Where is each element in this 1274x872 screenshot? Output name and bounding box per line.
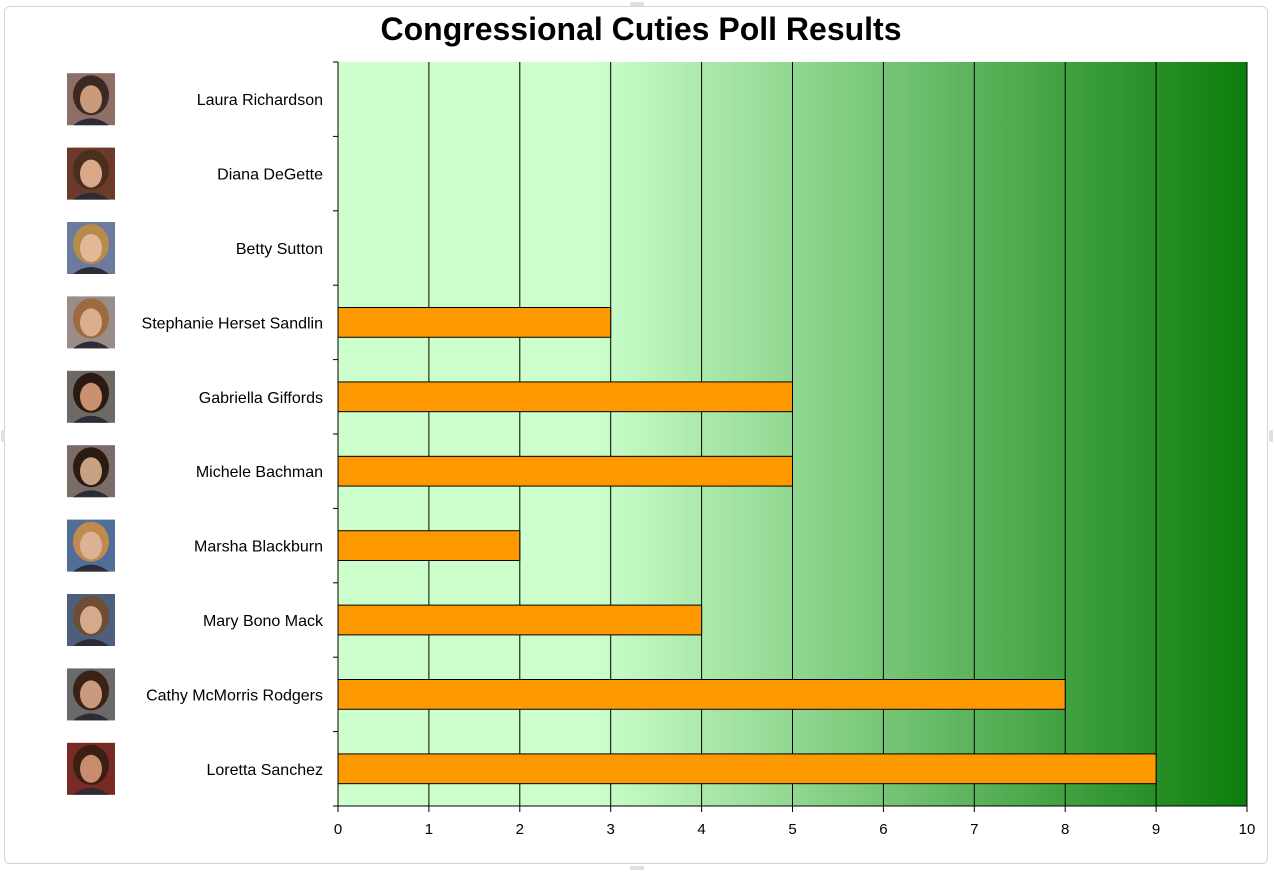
bar <box>337 530 521 561</box>
x-tick-label: 1 <box>425 821 433 838</box>
category-label: Mary Bono Mack <box>203 613 324 630</box>
portrait-photo <box>67 73 115 126</box>
bar <box>337 604 703 636</box>
category-label: Laura Richardson <box>197 92 323 109</box>
x-tick-label: 0 <box>334 821 342 838</box>
category-label: Loretta Sanchez <box>206 762 323 779</box>
x-tick-label: 2 <box>516 821 524 838</box>
x-tick-label: 8 <box>1061 821 1069 838</box>
x-tick-label: 3 <box>607 821 615 838</box>
axes <box>333 61 1248 812</box>
x-tick-label: 7 <box>970 821 978 838</box>
category-label: Gabriella Giffords <box>199 390 323 407</box>
x-tick-label: 9 <box>1152 821 1160 838</box>
tick-labels: 0 1 2 3 4 5 6 7 8 9 10 <box>334 821 1256 838</box>
portrait-photo <box>67 147 115 200</box>
bar <box>337 753 1157 785</box>
resize-handle-top[interactable] <box>630 2 644 6</box>
x-tick-label: 6 <box>879 821 887 838</box>
category-label: Marsha Blackburn <box>194 539 323 556</box>
category-label: Stephanie Herset Sandlin <box>142 315 323 332</box>
portrait-photo <box>67 296 115 349</box>
bar <box>337 381 793 413</box>
resize-handle-right[interactable] <box>1269 430 1273 442</box>
portrait-photo <box>67 668 115 721</box>
chart-title: Congressional Cuties Poll Results <box>381 11 902 47</box>
portraits <box>67 73 115 795</box>
category-label: Cathy McMorris Rodgers <box>146 687 323 704</box>
x-tick-label: 5 <box>788 821 796 838</box>
portrait-photo <box>67 370 115 423</box>
bar <box>337 307 612 338</box>
portrait-photo <box>67 519 115 572</box>
bar <box>337 679 1066 710</box>
category-label: Michele Bachman <box>196 464 323 481</box>
portrait-photo <box>67 445 115 498</box>
bars <box>337 307 1157 785</box>
category-label: Diana DeGette <box>217 167 323 184</box>
bar <box>337 455 793 487</box>
portrait-photo <box>67 222 115 274</box>
resize-handle-bottom[interactable] <box>630 866 644 870</box>
x-tick-label: 10 <box>1239 821 1256 838</box>
portrait-photo <box>67 742 115 795</box>
resize-handle-left[interactable] <box>1 430 5 442</box>
x-tick-label: 4 <box>697 821 705 838</box>
category-labels: Laura Richardson Diana DeGette Betty Sutto… <box>142 92 324 779</box>
category-label: Betty Sutton <box>236 241 323 258</box>
portrait-photo <box>67 594 115 646</box>
